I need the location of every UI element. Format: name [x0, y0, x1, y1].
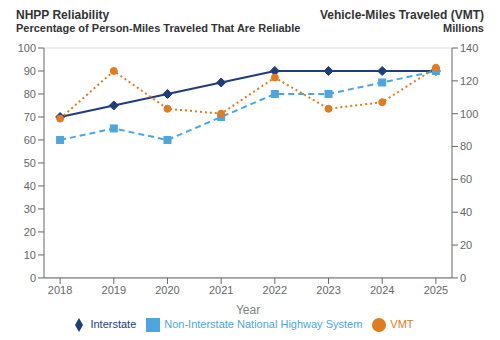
svg-text:2018: 2018 — [48, 284, 72, 296]
svg-text:60: 60 — [460, 173, 472, 185]
html-text:Vehicle-Miles Traveled (VMT): Vehicle-Miles Traveled (VMT) — [319, 8, 484, 22]
svg-text:2019: 2019 — [102, 284, 126, 296]
svg-text:70: 70 — [24, 111, 36, 123]
html-text:Non-Interstate National Highwa: Non-Interstate National Highway System — [164, 317, 363, 330]
svg-text:60: 60 — [24, 134, 36, 146]
svg-text:100: 100 — [18, 42, 36, 54]
svg-text:50: 50 — [24, 157, 36, 169]
html-text:VMT: VMT — [390, 317, 414, 330]
svg-text:80: 80 — [460, 140, 472, 152]
html-text:Millions: Millions — [443, 22, 484, 34]
svg-text:2022: 2022 — [263, 284, 287, 296]
svg-text:100: 100 — [460, 108, 478, 120]
svg-text:2021: 2021 — [209, 284, 233, 296]
svg-text:2023: 2023 — [316, 284, 340, 296]
svg-text:40: 40 — [460, 206, 472, 218]
html-text:NHPP Reliability: NHPP Reliability — [16, 8, 110, 22]
svg-text:120: 120 — [460, 75, 478, 87]
svg-text:140: 140 — [460, 42, 478, 54]
svg-text:80: 80 — [24, 88, 36, 100]
svg-text:2024: 2024 — [370, 284, 394, 296]
svg-text:2020: 2020 — [155, 284, 179, 296]
svg-text:0: 0 — [30, 272, 36, 284]
svg-text:0: 0 — [460, 272, 466, 284]
svg-text:90: 90 — [24, 65, 36, 77]
html-text:Interstate: Interstate — [90, 317, 137, 330]
svg-text:10: 10 — [24, 249, 36, 261]
svg-text:20: 20 — [24, 226, 36, 238]
svg-text:30: 30 — [24, 203, 36, 215]
svg-text:40: 40 — [24, 180, 36, 192]
svg-text:20: 20 — [460, 239, 472, 251]
svg-text:2025: 2025 — [424, 284, 448, 296]
html-text:Percentage of Person-Miles Tra: Percentage of Person-Miles Traveled That… — [16, 22, 301, 34]
svg-text:Year: Year — [236, 303, 260, 317]
